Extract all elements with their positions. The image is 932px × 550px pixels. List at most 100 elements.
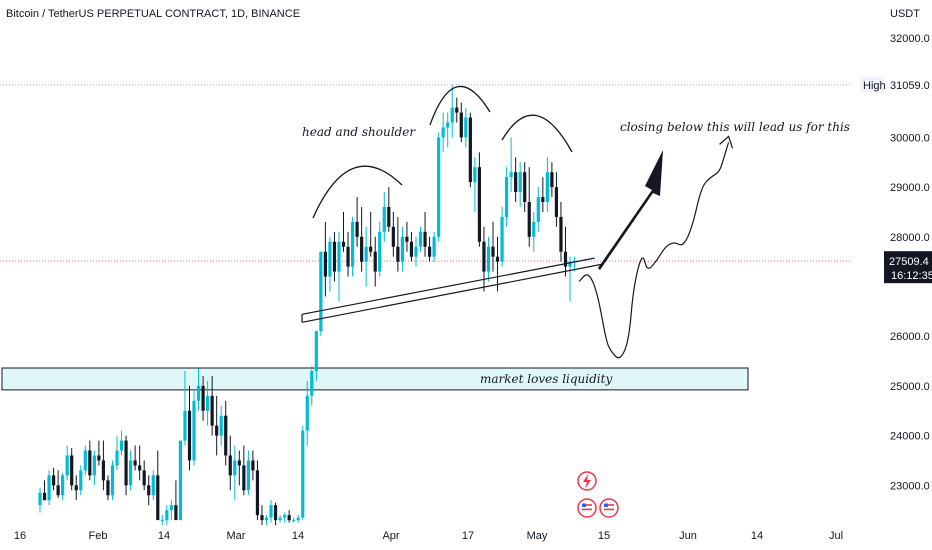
high-badge-label: High	[863, 80, 886, 92]
candle-body	[42, 492, 47, 501]
candle-body	[378, 231, 382, 272]
candle-body	[124, 440, 128, 486]
candle-body	[305, 395, 309, 431]
candle-body	[527, 202, 531, 237]
candle-body	[129, 460, 133, 486]
candle-body	[545, 172, 549, 203]
candle-body	[310, 370, 314, 396]
candle-body	[47, 475, 51, 501]
candle-body	[215, 425, 219, 436]
candle-body	[273, 505, 278, 521]
head-shoulder-label: head and shoulder	[302, 125, 416, 139]
candle-body	[500, 216, 504, 262]
candle-body	[278, 517, 282, 521]
candle-body	[233, 460, 237, 476]
price-tick: 23000.0	[890, 480, 930, 492]
candle-body	[269, 505, 273, 518]
candle-body	[74, 485, 78, 491]
neckline-upper	[301, 257, 595, 315]
candle-body	[242, 465, 246, 491]
candle-body	[228, 455, 232, 476]
candle-body	[341, 241, 346, 247]
closing-below-label: closing below this will lead us for this	[620, 120, 850, 134]
candle-body	[459, 112, 463, 138]
countdown: 16:12:35	[891, 270, 932, 282]
candle-body	[536, 197, 540, 222]
candle-body	[169, 505, 173, 511]
candle-body	[450, 107, 454, 123]
candle-body	[486, 246, 491, 272]
candle-body	[83, 450, 87, 471]
candle-body	[51, 475, 56, 486]
time-tick: Jun	[679, 530, 697, 542]
candle-body	[301, 430, 305, 518]
candle-body	[283, 515, 287, 518]
price-tick: 26000.0	[890, 331, 930, 343]
time-tick: Apr	[382, 530, 399, 542]
candle-body	[38, 492, 42, 506]
candle-body	[142, 470, 146, 486]
candle-body	[477, 167, 482, 242]
high-value: 31059.0	[890, 80, 930, 92]
price-tick: 25000.0	[890, 381, 930, 393]
current-price-badge	[884, 251, 932, 284]
time-tick: Mar	[227, 530, 246, 542]
time-tick: 14	[158, 530, 170, 542]
time-tick: Jul	[829, 530, 843, 542]
neckline-lower	[301, 263, 603, 323]
candle-body	[61, 475, 65, 496]
candle-body	[260, 515, 264, 521]
event-icons	[577, 471, 619, 518]
candle-body	[165, 510, 169, 521]
candle-body	[196, 385, 201, 401]
time-tick: 17	[462, 530, 474, 542]
candle-body	[509, 172, 513, 178]
time-tick: Feb	[89, 530, 108, 542]
big-arrow-shape	[598, 150, 663, 270]
lightning-event-icon	[577, 471, 597, 491]
time-tick: 14	[292, 530, 304, 542]
projection-arrowhead	[719, 135, 734, 149]
candle-body	[287, 515, 291, 521]
candle-body	[88, 450, 92, 476]
neckline	[301, 257, 603, 323]
candle-body	[115, 450, 119, 466]
candle-body	[400, 236, 404, 262]
candle-body	[541, 197, 545, 203]
candle-body	[219, 415, 223, 436]
candle-body	[504, 177, 509, 217]
candle-body	[414, 246, 418, 257]
candle-body	[559, 216, 563, 252]
current-price-value: 27509.4	[889, 256, 929, 268]
price-tick: 24000.0	[890, 431, 930, 443]
candle-body	[178, 440, 183, 521]
time-axis: 16 Feb 14 Mar 14 Apr 17 May 15 Jun 14 Jul	[14, 530, 843, 542]
candle-body	[523, 172, 527, 203]
candle-body	[65, 455, 69, 476]
candles	[38, 84, 577, 526]
candle-body	[446, 122, 450, 128]
candle-body	[441, 127, 445, 138]
candle-body	[455, 107, 459, 113]
candle-body	[369, 246, 373, 252]
right-shoulder-arc	[501, 114, 573, 153]
candle-body	[464, 117, 468, 138]
candle-body	[56, 485, 60, 496]
candle-body	[532, 221, 536, 237]
candle-body	[224, 415, 228, 456]
candle-body	[391, 226, 395, 247]
candle-body	[319, 251, 323, 332]
candle-body	[156, 475, 160, 521]
candle-body	[373, 251, 377, 272]
candle-body	[174, 505, 178, 521]
candle-body	[151, 475, 155, 496]
candle-body	[360, 236, 364, 262]
candle-body	[432, 236, 436, 257]
time-tick: 15	[598, 530, 610, 542]
candle-body	[147, 485, 151, 496]
candle-body	[328, 241, 332, 277]
candle-body	[101, 460, 106, 481]
candle-body	[251, 460, 255, 471]
candle-body	[491, 246, 495, 257]
